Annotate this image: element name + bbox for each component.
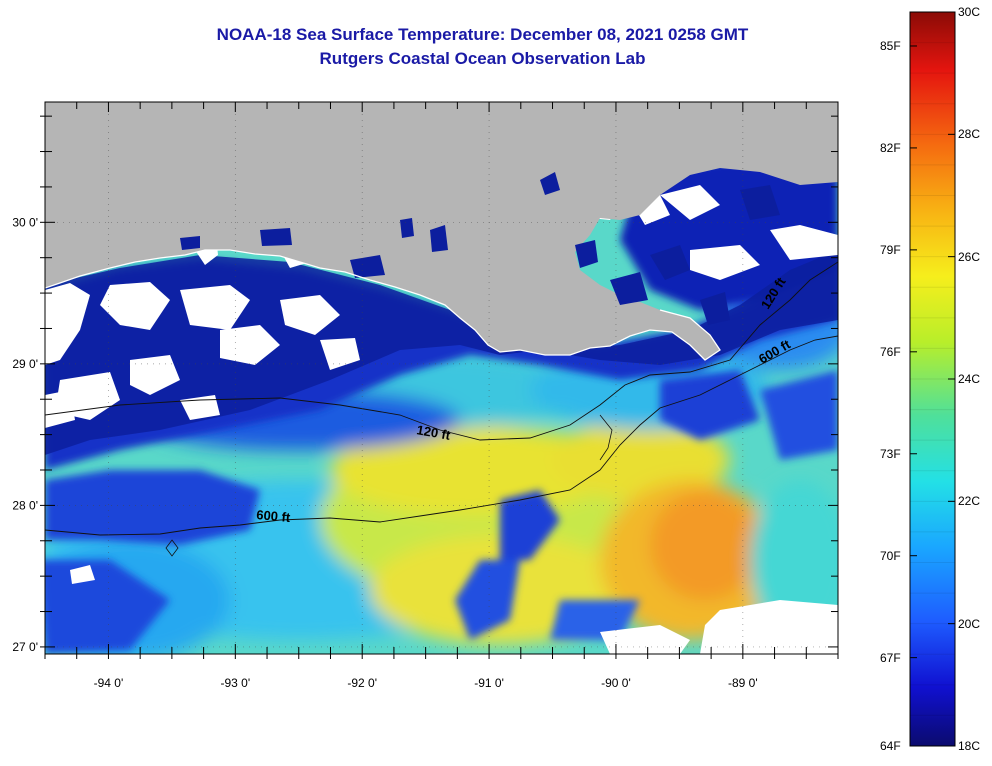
colorbar-c-label: 28C xyxy=(958,127,981,142)
contour-label-600ft-west: 600 ft xyxy=(256,507,292,525)
lon-tick-label: -89 0' xyxy=(728,676,758,690)
lon-tick-label: -90 0' xyxy=(601,676,631,690)
lat-axis-labels: 30 0' 29 0' 28 0' 27 0' xyxy=(12,215,38,654)
chart-subtitle: Rutgers Coastal Ocean Observation Lab xyxy=(319,49,646,68)
lon-tick-label: -92 0' xyxy=(347,676,377,690)
colorbar-c-label: 26C xyxy=(958,249,981,264)
contour-label-120ft-west: 120 ft xyxy=(415,422,452,443)
colorbar-f-label: 85F xyxy=(880,38,901,53)
sst-image: 120 ft 600 ft 120 ft 600 ft xyxy=(45,102,838,654)
colorbar-c-label: 22C xyxy=(958,494,981,509)
lat-tick-label: 27 0' xyxy=(12,640,38,654)
lon-tick-label: -94 0' xyxy=(94,676,124,690)
colorbar-f-label: 76F xyxy=(880,344,901,359)
colorbar-f-label: 73F xyxy=(880,446,901,461)
lon-tick-label: -91 0' xyxy=(474,676,504,690)
colorbar-f-label: 82F xyxy=(880,140,901,155)
colorbar-f-label: 64F xyxy=(880,739,901,753)
lon-axis-labels: -94 0' -93 0' -92 0' -91 0' -90 0' -89 0' xyxy=(94,676,758,690)
axis-ticks xyxy=(40,102,839,659)
colorbar-f-label: 67F xyxy=(880,650,901,665)
lat-tick-label: 28 0' xyxy=(12,498,38,512)
colorbar-c-label: 18C xyxy=(958,739,981,753)
chart-title: NOAA-18 Sea Surface Temperature: Decembe… xyxy=(216,25,749,44)
colorbar-c-label: 30C xyxy=(958,5,981,19)
lat-tick-label: 29 0' xyxy=(12,357,38,371)
colorbar-c-label: 24C xyxy=(958,372,981,386)
graticule xyxy=(45,102,838,654)
colorbar-f-label: 70F xyxy=(880,548,901,563)
colorbar-c-label: 20C xyxy=(958,616,981,631)
colorbar xyxy=(909,11,956,747)
colorbar-f-label: 79F xyxy=(880,242,901,257)
lat-tick-label: 30 0' xyxy=(12,215,38,229)
lon-tick-label: -93 0' xyxy=(220,676,250,690)
